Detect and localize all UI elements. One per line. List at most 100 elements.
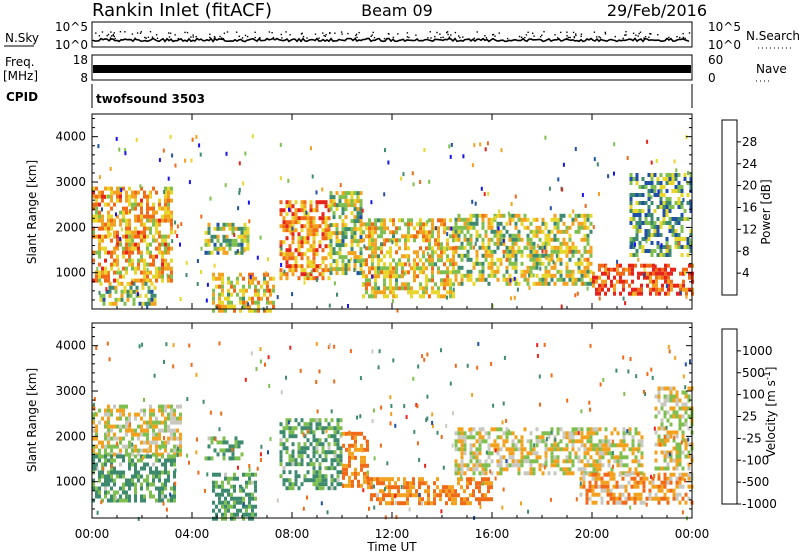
velocity-cell <box>487 477 490 482</box>
power-cell <box>356 215 360 220</box>
power-cell <box>655 275 658 280</box>
power-cell <box>321 248 325 253</box>
velocity-cell <box>527 509 530 514</box>
power-cell <box>152 210 155 215</box>
velocity-cell <box>544 431 548 436</box>
velocity-cell <box>173 470 176 475</box>
velocity-cell <box>487 435 491 440</box>
velocity-cell <box>339 482 343 487</box>
power-cell <box>107 234 110 239</box>
power-cell <box>505 277 509 282</box>
velocity-cell <box>315 380 318 384</box>
velocity-cell <box>657 500 661 505</box>
velocity-cell <box>684 406 688 411</box>
velocity-cell <box>236 512 239 517</box>
power-cell <box>466 269 470 274</box>
power-cell <box>149 242 152 247</box>
power-cell <box>665 237 669 241</box>
power-cell <box>329 231 333 236</box>
power-cell <box>655 271 658 276</box>
power-cell <box>446 238 449 243</box>
power-cell <box>350 219 354 224</box>
power-cell <box>586 261 590 266</box>
power-cell <box>321 212 325 217</box>
power-cell <box>272 288 275 293</box>
velocity-cell <box>579 481 582 486</box>
power-cell <box>568 233 572 238</box>
power-cell <box>312 276 316 281</box>
velocity-cell <box>158 436 161 441</box>
velocity-cell <box>116 416 119 421</box>
power-cell <box>206 282 209 287</box>
velocity-cell <box>610 455 614 460</box>
power-cell <box>98 175 101 180</box>
velocity-cell <box>481 493 484 498</box>
velocity-cell <box>324 418 328 423</box>
velocity-cell <box>481 477 484 482</box>
power-cell <box>341 203 345 208</box>
power-cell <box>413 234 416 239</box>
power-cell <box>635 253 639 257</box>
power-cell <box>383 242 386 247</box>
power-cell <box>580 277 584 282</box>
velocity-cell <box>342 483 344 488</box>
velocity-cell <box>373 456 376 461</box>
velocity-cell <box>538 435 542 440</box>
velocity-cell <box>173 494 176 499</box>
power-cell <box>321 256 325 261</box>
velocity-cell <box>629 505 632 510</box>
velocity-cell <box>520 443 524 448</box>
power-cell <box>143 230 146 235</box>
power-cell <box>675 168 678 173</box>
velocity-cell <box>116 424 119 429</box>
power-cell <box>279 252 283 257</box>
power-cell <box>371 234 374 239</box>
power-cell <box>167 246 170 251</box>
velocity-cell <box>309 478 313 483</box>
velocity-cell <box>328 343 331 348</box>
velocity-cell <box>155 474 158 479</box>
nsearch-dot <box>213 37 215 40</box>
velocity-cell <box>594 500 598 505</box>
power-cell <box>131 242 134 247</box>
power-cell <box>502 233 506 238</box>
velocity-cell <box>230 512 233 517</box>
power-cell <box>422 294 425 299</box>
power-cell <box>613 291 616 296</box>
velocity-cell <box>621 492 625 497</box>
power-cell <box>493 213 497 218</box>
power-cell <box>598 192 600 196</box>
power-cell <box>321 268 325 273</box>
nsearch-dot <box>397 33 399 35</box>
velocity-cell <box>312 430 316 435</box>
velocity-cell <box>315 474 319 479</box>
power-cell <box>387 160 390 165</box>
velocity-cell <box>436 477 439 482</box>
velocity-cell <box>618 492 622 497</box>
power-cell <box>431 278 434 283</box>
power-cell <box>514 213 518 218</box>
power-cell <box>134 234 137 239</box>
power-cell <box>204 230 208 235</box>
power-cell <box>134 190 137 195</box>
power-cell <box>347 203 351 208</box>
power-cell <box>269 300 272 305</box>
velocity-cell <box>556 459 560 464</box>
power-cell <box>113 230 116 235</box>
power-cell <box>452 226 455 231</box>
velocity-cell <box>366 470 369 475</box>
power-cell <box>279 268 283 273</box>
velocity-cell <box>218 427 221 432</box>
power-cell <box>119 190 122 195</box>
power-cell <box>535 217 539 222</box>
power-cell <box>679 283 682 288</box>
power-cell <box>689 229 693 233</box>
velocity-cell <box>176 420 179 425</box>
power-cell <box>471 163 474 168</box>
power-cell <box>647 189 651 193</box>
power-cell <box>300 272 304 277</box>
velocity-cell <box>591 500 595 505</box>
power-cell <box>650 233 654 237</box>
velocity-cell <box>119 454 122 459</box>
power-cell <box>487 249 491 254</box>
